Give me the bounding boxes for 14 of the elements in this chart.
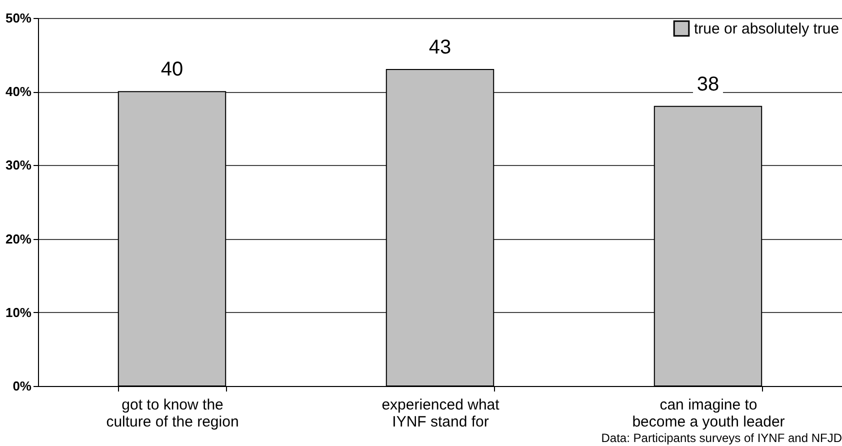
data-label: 43	[428, 36, 452, 59]
y-tick-label: 0%	[12, 378, 32, 394]
x-tick-label: can imagine to become a youth leader	[632, 396, 785, 430]
y-tick-label: 40%	[5, 84, 32, 100]
legend-label: true or absolutely true	[694, 20, 840, 38]
data-label: 38	[696, 73, 720, 96]
y-tick-label: 50%	[5, 10, 32, 26]
text: Data: Participants surveys of IYNF and NFJD	[601, 431, 842, 445]
x-tick-label: experienced what IYNF stand for	[382, 396, 500, 430]
data-label: 40	[160, 58, 184, 81]
y-tick-label: 10%	[5, 304, 32, 320]
y-tick-label: 30%	[5, 158, 32, 173]
y-tick-label: 20%	[5, 231, 32, 246]
x-tick-label: got to know the culture of the region	[106, 396, 239, 430]
